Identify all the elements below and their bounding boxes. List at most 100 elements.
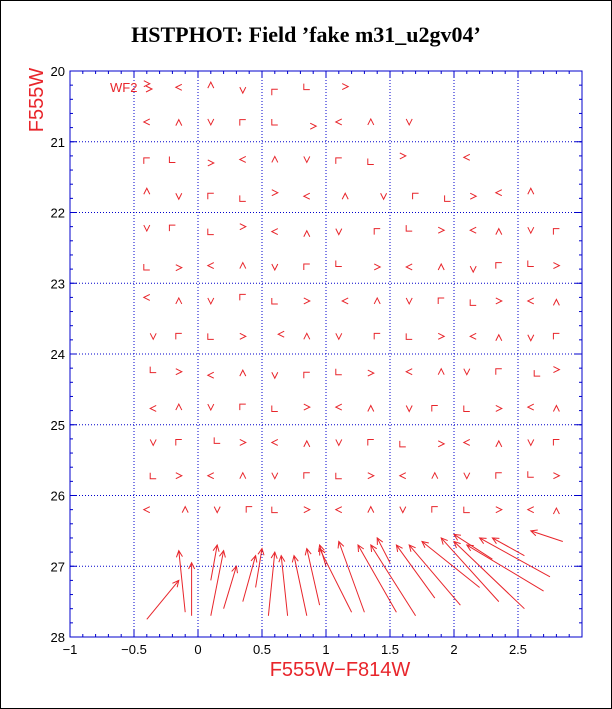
marker-chevron [405, 333, 413, 340]
marker-chevron [380, 193, 388, 201]
marker-chevron [271, 297, 278, 305]
arrow-head [357, 544, 365, 553]
x-axis-ticks: −1 −0.5 0 0.5 1 1.5 2 2.5 [63, 71, 570, 657]
marker-chevron [437, 367, 445, 375]
marker-chevron [271, 263, 279, 272]
marker-chevron [495, 333, 503, 341]
marker-chevron [206, 371, 215, 379]
x-tick-label: −1 [63, 642, 78, 657]
marker-chevron [239, 471, 247, 479]
arrow-shaft [479, 537, 551, 578]
marker-chevron [495, 262, 502, 269]
marker-chevron [239, 403, 246, 411]
marker-chevron [463, 368, 471, 376]
marker-chevron [271, 472, 279, 480]
arrow-head [319, 547, 326, 556]
arrow-head [337, 540, 345, 549]
marker-chevron [142, 118, 151, 126]
marker-chevron [373, 296, 381, 305]
arrow-shaft [370, 544, 417, 617]
marker-chevron [437, 440, 446, 448]
marker-chevron [533, 370, 541, 377]
wf2-label: WF2 [110, 80, 137, 95]
x-tick-label: −0.5 [121, 642, 147, 657]
marker-chevron [335, 333, 343, 341]
x-tick-label: 0.5 [253, 642, 271, 657]
marker-chevron [271, 506, 278, 514]
arrow-shaft [395, 544, 436, 599]
marker-chevron [334, 118, 343, 126]
marker-chevron [367, 505, 375, 513]
marker-chevron [143, 80, 151, 88]
marker-chevron [469, 192, 478, 200]
marker-chevron [527, 226, 535, 235]
marker-chevron [175, 296, 183, 305]
arrow-head [172, 579, 180, 588]
marker-chevron [431, 506, 438, 513]
marker-chevron [303, 472, 310, 479]
y-tick-label: 26 [51, 489, 65, 504]
arrow-shaft [466, 544, 544, 592]
arrow-shaft [453, 541, 525, 610]
marker-chevron [174, 83, 183, 91]
marker-chevron [303, 506, 311, 514]
marker-chevron [373, 263, 382, 271]
marker-chevron [469, 299, 477, 306]
grid-lines [70, 71, 582, 637]
marker-chevron [270, 228, 279, 236]
marker-chevron [334, 403, 343, 411]
arrow-head [408, 544, 416, 552]
marker-chevron [175, 264, 183, 272]
marker-chevron [469, 226, 477, 234]
marker-chevron [239, 261, 247, 269]
marker-chevron [239, 368, 247, 377]
arrow-head [270, 550, 278, 559]
marker-chevron [143, 263, 150, 271]
marker-chevron [207, 297, 215, 306]
marker-chevron [527, 439, 535, 447]
arrow-shaft [306, 548, 321, 606]
marker-chevron [527, 334, 535, 342]
small-markers [142, 80, 561, 515]
marker-chevron [437, 262, 445, 271]
arrow-head [478, 537, 487, 544]
marker-chevron [303, 83, 310, 91]
marker-chevron [367, 117, 375, 126]
arrow-head [304, 547, 312, 556]
marker-chevron [526, 297, 535, 305]
marker-chevron [245, 506, 253, 513]
marker-chevron [527, 187, 535, 195]
marker-chevron [495, 405, 503, 412]
marker-chevron [303, 332, 311, 340]
arrow-shaft [319, 548, 353, 613]
marker-chevron [495, 297, 503, 305]
arrow-head [318, 543, 325, 553]
marker-chevron [494, 189, 503, 197]
marker-chevron [463, 472, 471, 480]
marker-chevron [239, 332, 247, 340]
marker-chevron [463, 506, 470, 514]
arrow-shaft [255, 548, 263, 588]
arrow-head [376, 536, 384, 545]
marker-chevron [335, 260, 342, 267]
y-tick-label: 28 [51, 630, 65, 645]
arrow-head [218, 549, 226, 558]
arrow-shaft [408, 544, 461, 606]
y-tick-label: 20 [51, 64, 65, 79]
arrow-shaft [376, 537, 391, 563]
arrow-head [421, 540, 429, 549]
arrow-shaft [492, 537, 525, 557]
marker-chevron [238, 155, 247, 163]
marker-chevron [239, 119, 246, 126]
arrow-head [395, 544, 403, 553]
marker-chevron [303, 403, 311, 411]
marker-chevron [463, 405, 470, 412]
marker-chevron [271, 88, 278, 96]
marker-chevron [405, 368, 413, 376]
marker-chevron [175, 193, 183, 201]
marker-chevron [437, 332, 446, 340]
marker-chevron [149, 333, 157, 341]
arrow-head [175, 549, 183, 558]
marker-chevron [271, 155, 279, 163]
